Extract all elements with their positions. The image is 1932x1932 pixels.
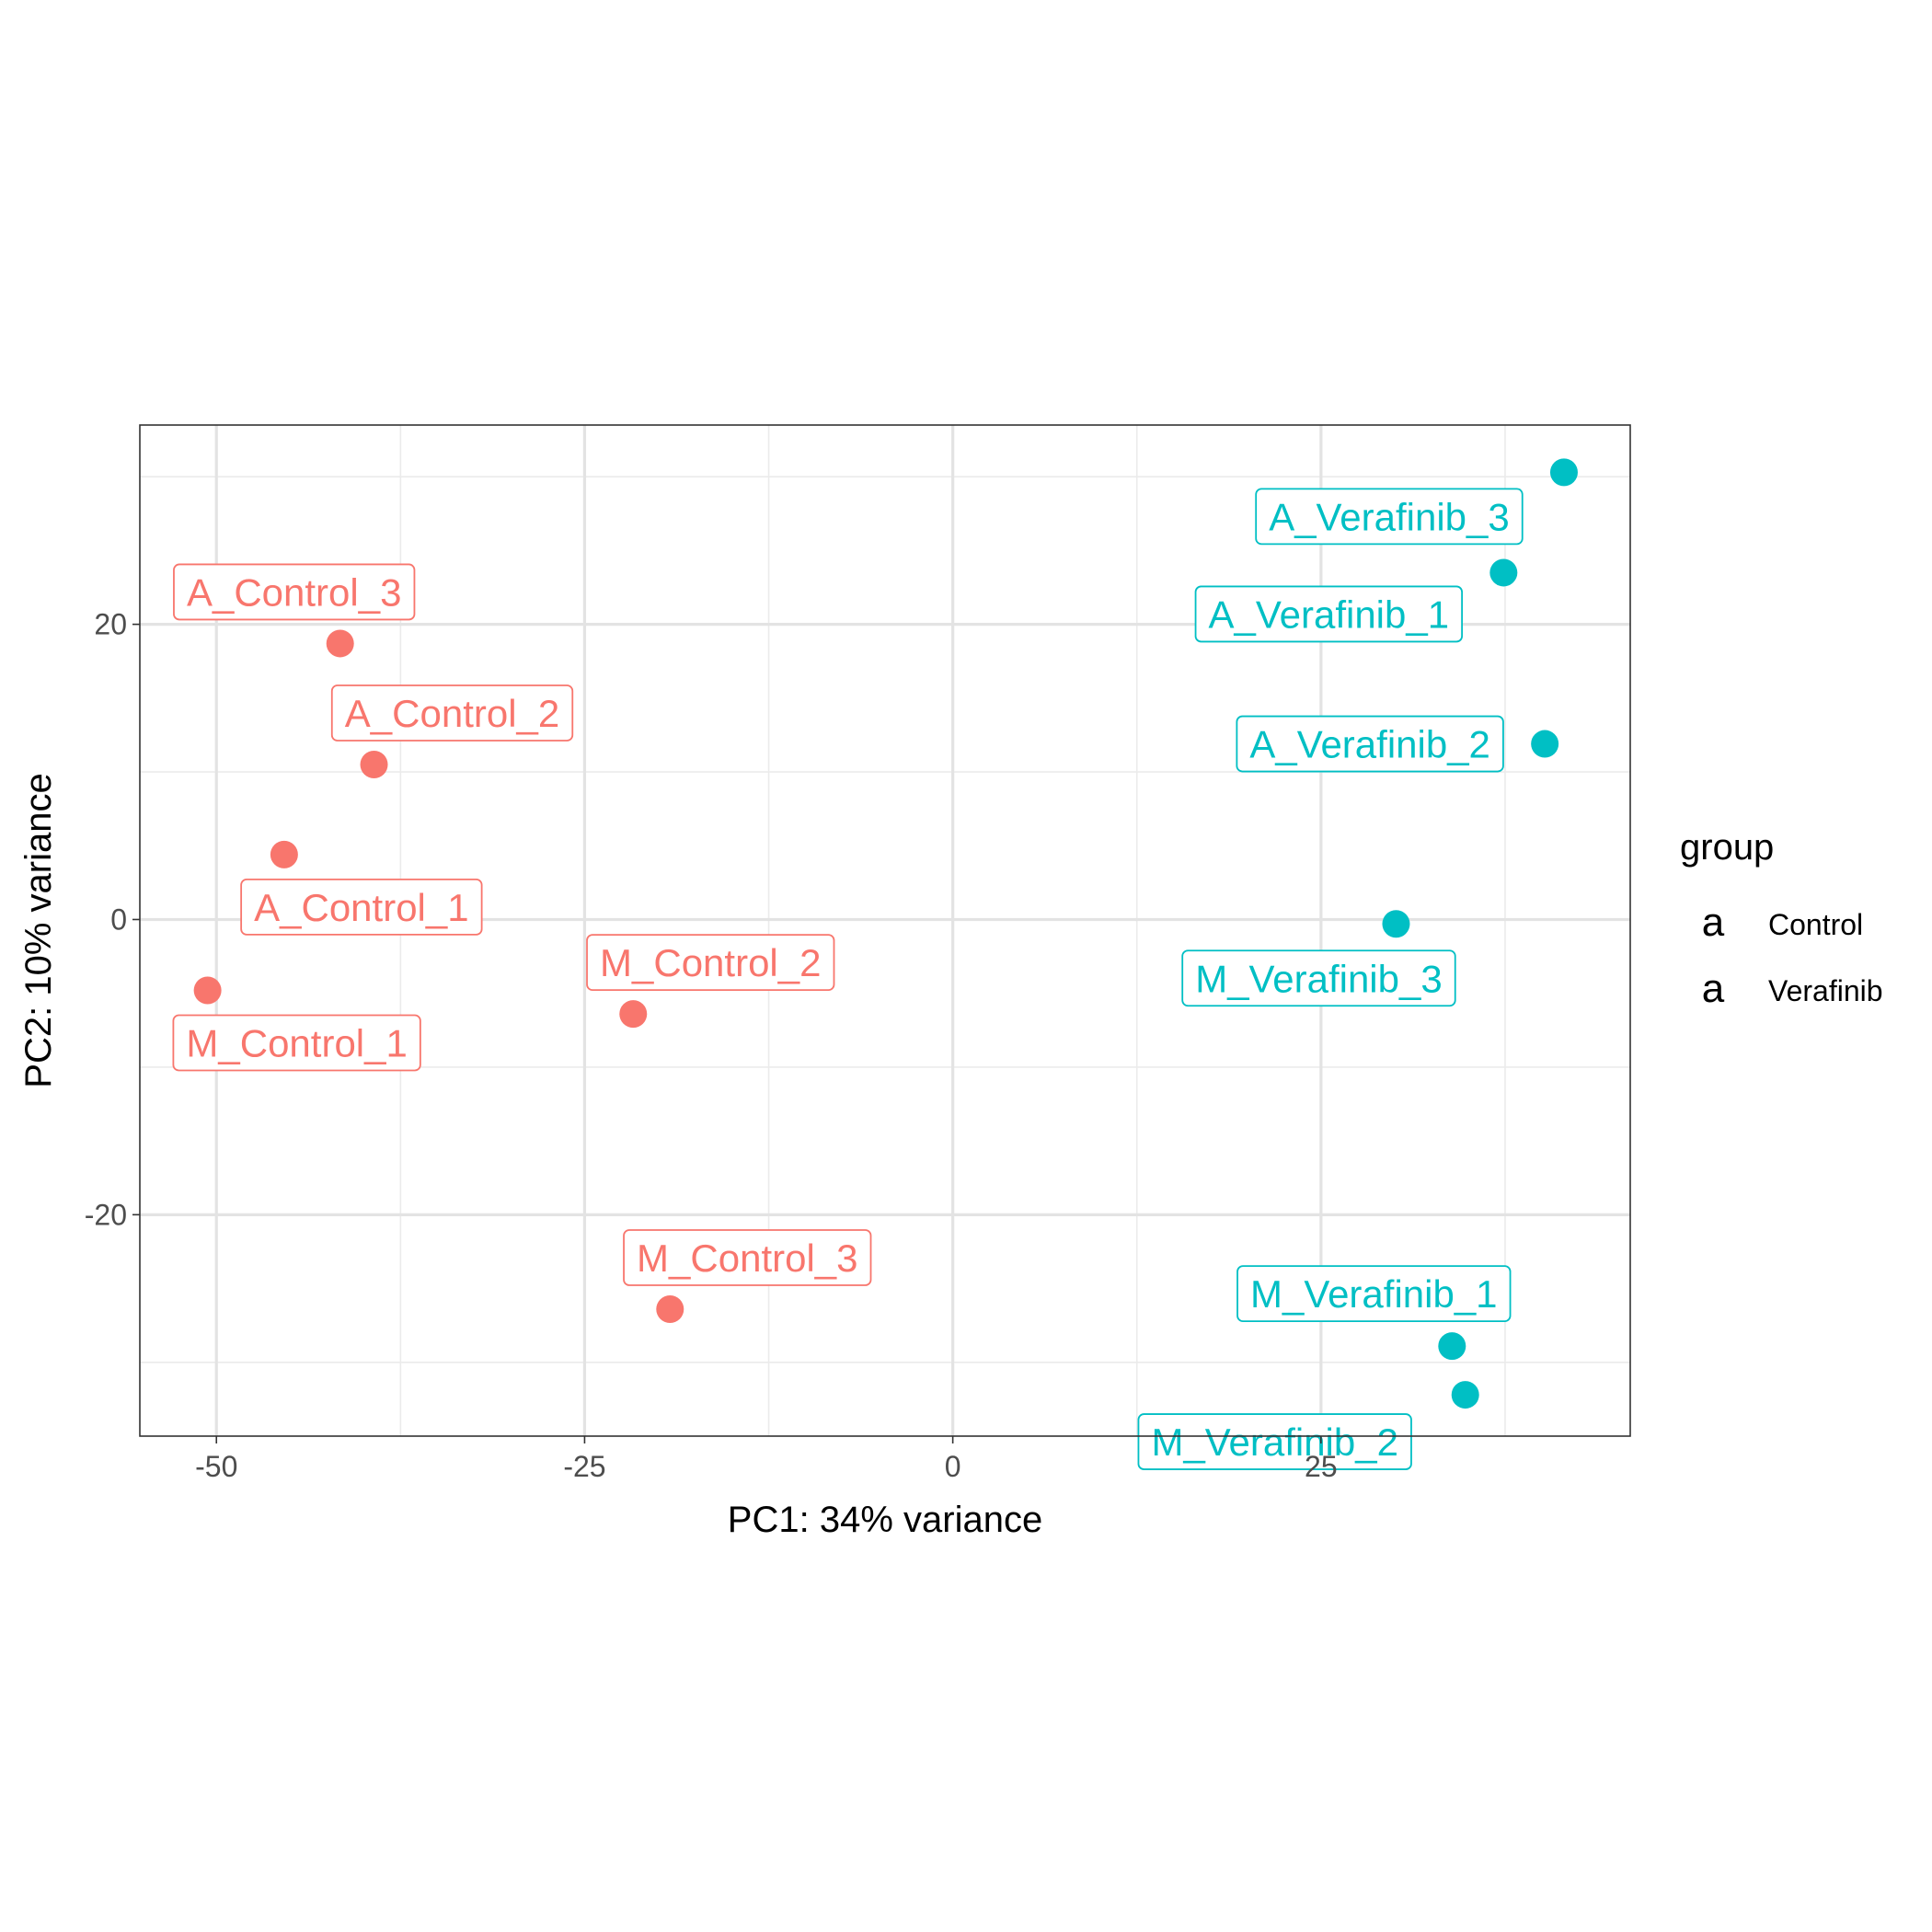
point-label-frame [1137,1413,1412,1470]
point-label-frame [1181,949,1456,1007]
point-label-frame [173,563,416,621]
point-label-box: M_Verafinib_3 [1181,949,1456,1007]
data-point [1382,910,1410,938]
y-tick-label: -20 [85,1198,127,1231]
point-label: M_Control_1 [186,1021,407,1064]
point-label: A_Verafinib_3 [1269,495,1510,538]
y-tick-label: 0 [110,903,127,936]
point-label-frame [172,1014,421,1072]
point-label: A_Control_1 [254,886,468,929]
point-label-box: M_Control_2 [586,934,835,992]
x-tick-label: 0 [945,1450,961,1483]
point-label-box: M_Control_3 [623,1229,872,1286]
point-label-frame [1194,585,1464,643]
x-tick-label: -25 [563,1450,605,1483]
point-label-box: A_Control_3 [173,563,416,621]
data-points [193,458,1578,1409]
point-label: M_Control_3 [637,1236,857,1280]
x-axis-title: PC1: 34% variance [728,1500,1042,1540]
point-label-frame [1255,488,1524,546]
y-axis-title: PC2: 10% variance [18,773,59,1087]
point-label-frame [1236,715,1504,773]
legend: group a Control a Verafinib [1680,827,1883,1011]
point-label-box: M_Control_1 [172,1014,421,1072]
legend-key-symbol: a [1702,966,1725,1011]
point-label-frame [1236,1265,1512,1323]
point-label-box: A_Control_2 [330,684,574,742]
point-label: A_Verafinib_1 [1209,592,1450,636]
point-label-frame [623,1229,872,1286]
legend-entry-label: Control [1768,908,1863,941]
point-label-box: A_Control_1 [240,878,483,936]
point-label: M_Control_2 [600,941,821,984]
point-label-box: M_Verafinib_1 [1236,1265,1512,1323]
point-label-box: A_Verafinib_1 [1194,585,1464,643]
point-label: A_Verafinib_2 [1249,723,1490,766]
y-axis-ticks: -20 0 20 [85,608,140,1231]
major-gridlines [140,425,1630,1436]
legend-title: group [1680,827,1774,868]
point-label: A_Control_2 [345,692,559,735]
y-tick-label: 20 [94,608,127,641]
data-point [270,840,298,868]
x-tick-label: 25 [1305,1450,1338,1483]
point-label: M_Verafinib_2 [1151,1420,1398,1464]
data-point [360,751,388,779]
data-point [1438,1332,1466,1361]
point-label: M_Verafinib_1 [1250,1272,1498,1316]
data-point [1489,558,1518,587]
point-label-frame [586,934,835,992]
plot-panel-border [139,424,1631,1437]
x-tick-label: -50 [195,1450,237,1483]
point-label-box: M_Verafinib_2 [1137,1413,1412,1470]
data-point [1531,730,1559,758]
point-label-box: A_Verafinib_2 [1236,715,1504,773]
point-label: M_Verafinib_3 [1195,957,1443,1000]
data-point [1549,458,1578,487]
legend-entry-label: Verafinib [1768,974,1883,1007]
data-point [193,976,222,1005]
point-labels: A_Control_1 A_Control_2 A_Control_3 M_Contr… [172,488,1524,1470]
data-point [326,629,354,658]
data-point [656,1295,684,1324]
point-label: A_Control_3 [187,570,401,614]
data-point [1451,1381,1479,1409]
point-label-frame [240,878,483,936]
x-axis-ticks: -50 -25 0 25 [195,1436,1338,1483]
data-point [619,1000,648,1029]
legend-key-symbol: a [1702,900,1725,945]
point-label-box: A_Verafinib_3 [1255,488,1524,546]
point-label-frame [330,684,574,742]
